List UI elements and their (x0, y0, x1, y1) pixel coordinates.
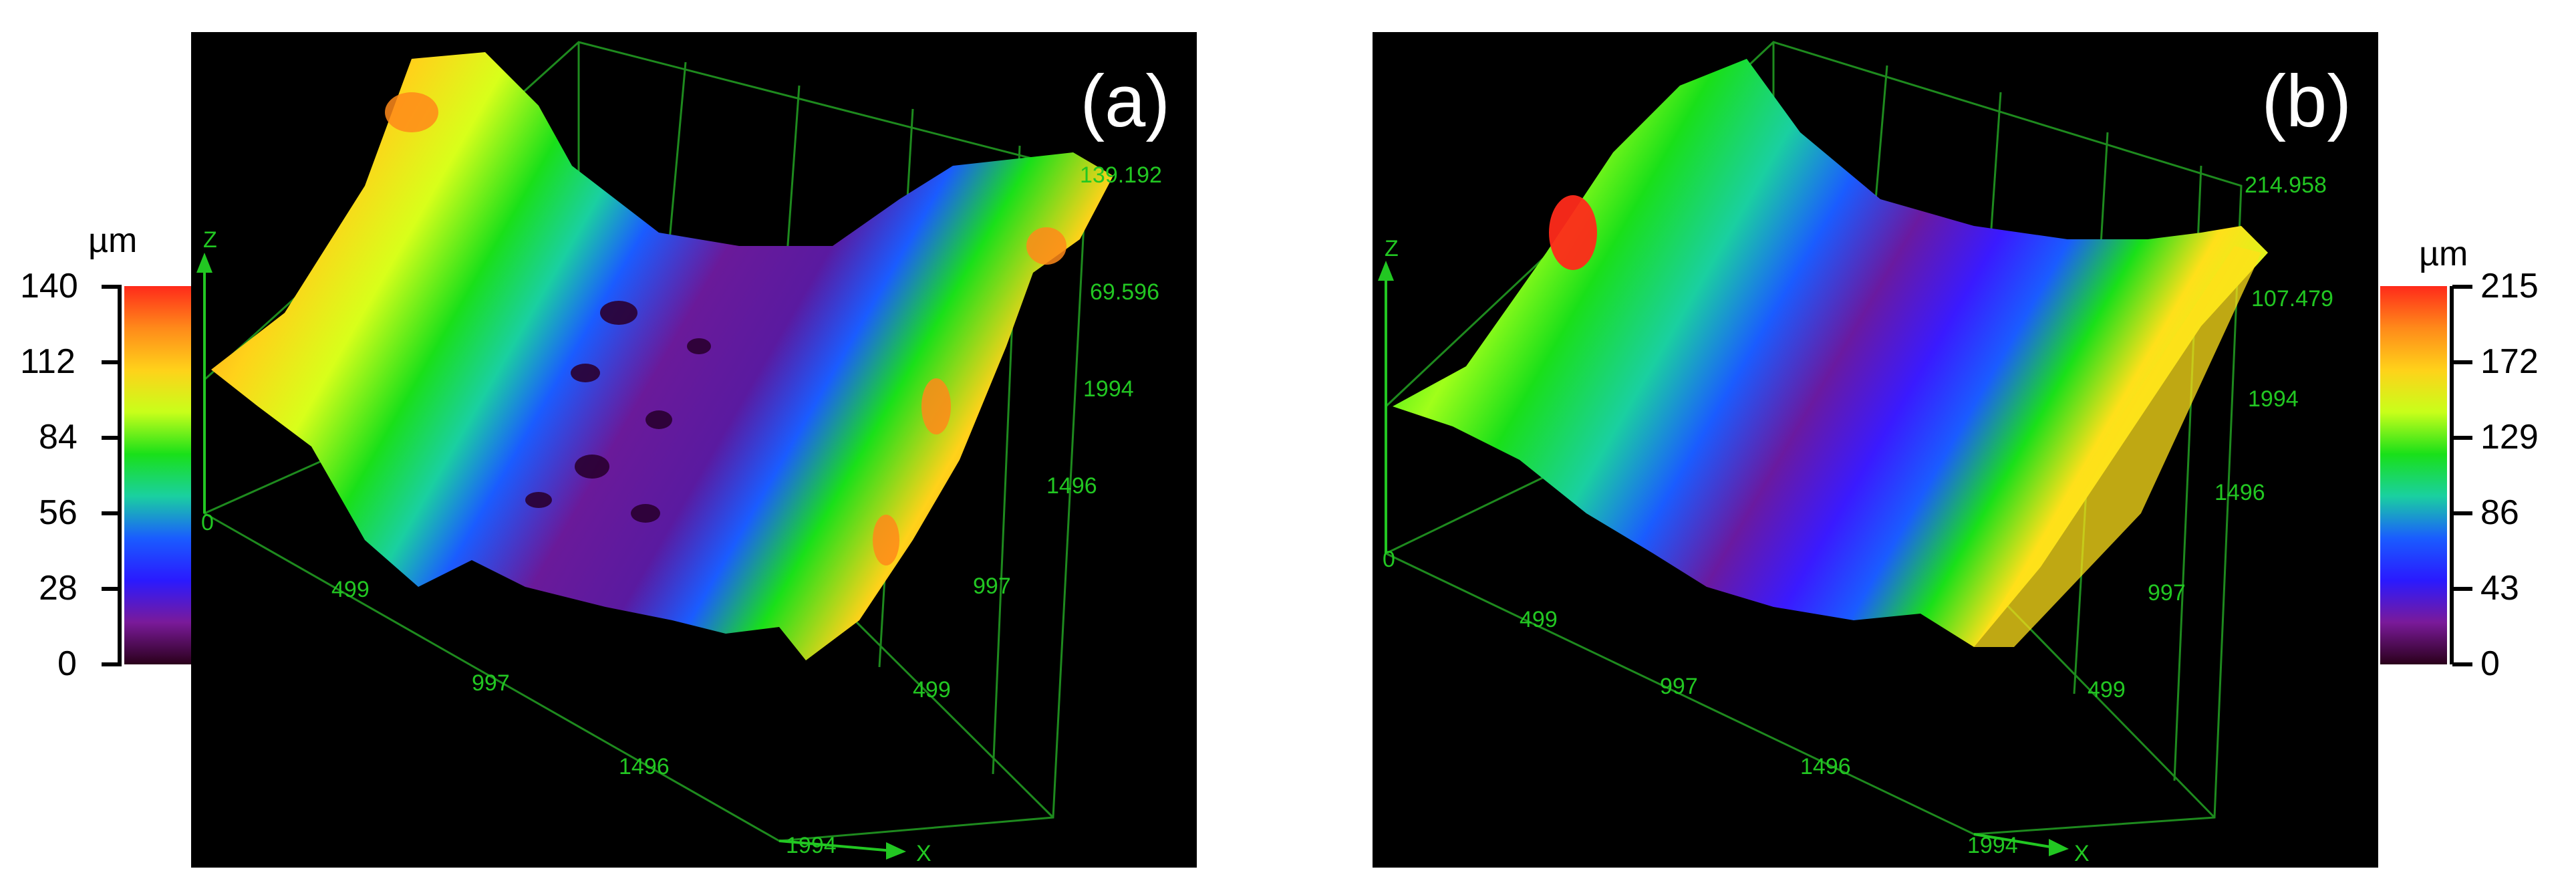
z-tick-a: 69.596 (1090, 279, 1159, 305)
colorbar-a-tick (102, 360, 122, 364)
colorbar-b-tick-label: 129 (2480, 418, 2539, 457)
z-tick-a: 139.192 (1080, 162, 1162, 188)
colorbar-a-tick (102, 285, 122, 289)
panel-label-a: (a) (1080, 60, 1170, 142)
y-tick-a: 1496 (1046, 473, 1097, 499)
y-tick-b: 1496 (2214, 480, 2265, 505)
colorbar-b-tick (2452, 511, 2472, 515)
z-tick-b: 214.958 (2245, 172, 2327, 198)
x-tick-b: 499 (1520, 607, 1558, 632)
y-tick-a: 499 (913, 677, 951, 702)
colorbar-b-tick-label: 0 (2480, 644, 2500, 683)
colorbar-b-tick (2452, 662, 2472, 666)
z-axis-label-a: Z (203, 227, 217, 253)
x-tick-a: 1496 (619, 754, 670, 779)
colorbar-b-tick (2452, 436, 2472, 440)
surface-ridge-b (1974, 246, 2261, 647)
x-tick-b: 1496 (1800, 754, 1851, 779)
z-tick-b: 107.479 (2251, 286, 2333, 311)
x-tick-a: 0 (201, 510, 214, 535)
surface-b (1393, 59, 2268, 647)
y-tick-b: 997 (2148, 580, 2186, 606)
x-tick-b: 1994 (1967, 833, 2018, 858)
colorbar-a-tick-label: 28 (39, 569, 78, 608)
x-tick-a: 997 (472, 670, 510, 696)
surface-a (211, 52, 1113, 660)
colorbar-b-tick-label: 172 (2480, 342, 2539, 381)
panel-label-b: (b) (2261, 60, 2351, 142)
axis-arrows-a (196, 253, 906, 860)
colorbar-b-unit: µm (2419, 235, 2468, 273)
axis-arrows-b (1378, 261, 2069, 856)
x-tick-a: 499 (331, 577, 370, 602)
surface-render-a: Z X 139.192 69.596 1994 1496 997 499 0 4… (196, 41, 1162, 866)
colorbar-a-tick-label: 0 (57, 644, 77, 683)
colorbar-a-unit: µm (88, 221, 138, 260)
colorbar-a-tick (102, 511, 122, 515)
y-tick-b: 1994 (2248, 386, 2299, 412)
colorbar-a-tick (102, 662, 122, 666)
surface-plot-a: Z X 139.192 69.596 1994 1496 997 499 0 4… (191, 32, 1197, 868)
colorbar-a-gradient (124, 286, 191, 664)
z-axis-label-b: Z (1385, 236, 1399, 261)
colorbar-b-tick (2452, 587, 2472, 591)
y-tick-a: 997 (973, 573, 1011, 599)
x-tick-b: 0 (1383, 547, 1395, 572)
x-axis-label-b: X (2074, 841, 2090, 866)
x-tick-b: 997 (1660, 674, 1698, 699)
y-tick-a: 1994 (1083, 376, 1134, 402)
colorbar-b-tick (2452, 360, 2472, 364)
colorbar-b-gradient (2380, 286, 2447, 664)
x-axis-label-a: X (916, 841, 932, 866)
surface-peaks-a (385, 92, 1066, 565)
colorbar-b-tick-label: 86 (2480, 493, 2519, 532)
y-tick-b: 499 (2088, 677, 2126, 702)
x-tick-a: 1994 (786, 833, 837, 858)
colorbar-b-tick-label: 215 (2480, 267, 2539, 305)
colorbar-b-tick-label: 43 (2480, 569, 2519, 608)
colorbar-a-tick (102, 436, 122, 440)
surface-pits-a (525, 301, 711, 523)
colorbar-a-tick-label: 140 (20, 267, 78, 305)
colorbar-a-axis (118, 286, 122, 664)
colorbar-a-tick-label: 112 (20, 342, 76, 381)
surface-plot-b: Z X 214.958 107.479 1994 1496 997 499 0 … (1373, 32, 2378, 868)
surface-peak-b (1549, 195, 1597, 270)
colorbar-a-tick (102, 587, 122, 591)
colorbar-a-tick-label: 56 (39, 493, 78, 532)
colorbar-a-tick-label: 84 (39, 418, 78, 457)
colorbar-b-axis (2450, 286, 2454, 664)
colorbar-b-tick (2452, 285, 2472, 289)
surface-render-b: Z X 214.958 107.479 1994 1496 997 499 0 … (1378, 41, 2333, 866)
